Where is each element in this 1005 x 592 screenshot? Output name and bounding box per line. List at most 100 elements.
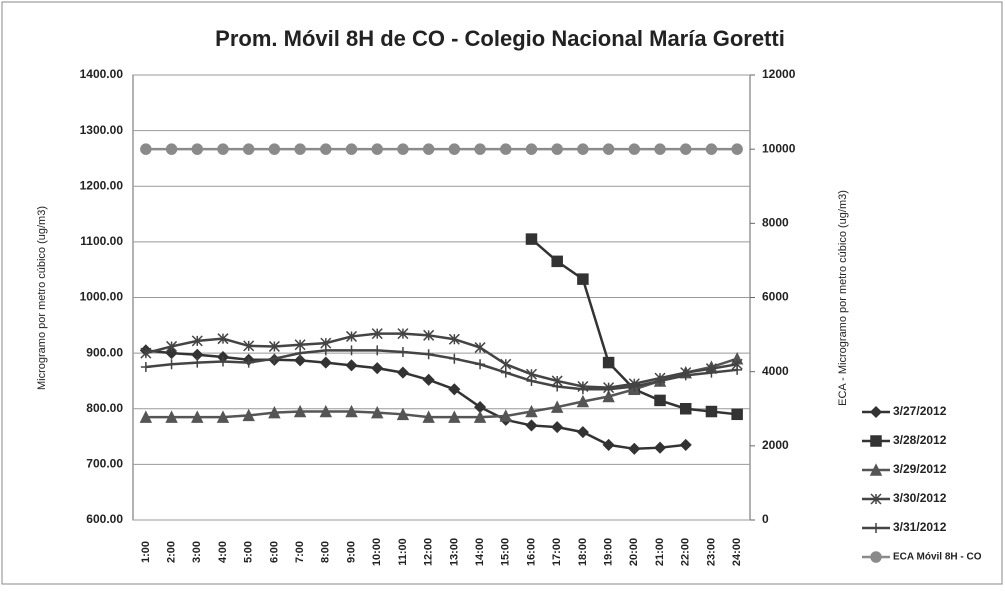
- marker: [550, 400, 564, 413]
- marker: [192, 357, 203, 368]
- marker: [371, 143, 383, 155]
- marker: [422, 410, 435, 423]
- marker: [371, 328, 383, 340]
- series-line: [145, 349, 686, 451]
- x-tick-label: 13:00: [448, 538, 460, 566]
- marker: [294, 354, 307, 367]
- y-tick-label: 600.00: [86, 512, 123, 526]
- marker: [577, 273, 589, 285]
- x-tick-label: 19:00: [603, 538, 615, 566]
- marker: [551, 143, 563, 155]
- marker: [525, 143, 538, 155]
- marker: [602, 143, 615, 155]
- x-tick-label: 11:00: [397, 538, 409, 566]
- marker: [191, 143, 204, 155]
- x-tick-label: 4:00: [217, 541, 229, 563]
- marker: [449, 353, 460, 364]
- marker: [448, 333, 460, 345]
- marker: [217, 143, 229, 155]
- marker: [397, 347, 408, 358]
- marker: [577, 143, 589, 155]
- x-tick-label: 22:00: [680, 538, 692, 566]
- legend-label: 3/27/2012: [893, 404, 947, 418]
- marker: [191, 410, 204, 423]
- x-tick-label: 6:00: [268, 541, 280, 563]
- x-tick-label: 1:00: [140, 541, 152, 563]
- marker: [871, 523, 881, 533]
- marker: [165, 347, 178, 360]
- marker: [166, 359, 177, 370]
- y2-tick-label: 10000: [762, 141, 796, 155]
- marker: [499, 409, 512, 422]
- x-tick-label: 23:00: [705, 538, 717, 566]
- marker: [140, 347, 152, 359]
- marker: [473, 410, 487, 423]
- marker: [474, 143, 486, 155]
- marker: [577, 384, 588, 395]
- marker: [319, 356, 332, 369]
- marker: [731, 143, 743, 155]
- marker: [216, 410, 230, 423]
- marker: [654, 394, 666, 407]
- y-tick-label: 1300.00: [80, 123, 124, 137]
- marker: [679, 438, 692, 451]
- marker: [140, 362, 151, 373]
- marker: [870, 493, 882, 505]
- y-tick-label: 1400.00: [80, 67, 124, 81]
- x-tick-label: 24:00: [731, 538, 743, 566]
- x-tick-label: 7:00: [294, 541, 306, 563]
- marker: [139, 410, 153, 423]
- marker: [869, 405, 883, 419]
- x-tick-label: 17:00: [551, 538, 563, 566]
- marker: [705, 405, 718, 418]
- x-tick-label: 12:00: [423, 538, 435, 566]
- marker: [243, 340, 255, 352]
- marker: [423, 329, 435, 341]
- marker: [397, 328, 409, 340]
- marker: [500, 358, 512, 370]
- y-tick-label: 900.00: [86, 345, 123, 359]
- marker: [320, 345, 331, 356]
- marker: [372, 345, 383, 356]
- marker: [268, 340, 280, 352]
- marker: [654, 143, 666, 155]
- y2-tick-label: 12000: [762, 67, 796, 81]
- marker: [628, 143, 641, 155]
- y2-tick-label: 0: [762, 512, 769, 526]
- marker: [448, 143, 461, 155]
- marker: [319, 404, 333, 418]
- marker: [525, 404, 538, 418]
- marker: [705, 143, 718, 155]
- chart-title: Prom. Móvil 8H de CO - Colegio Nacional …: [215, 26, 785, 51]
- marker: [422, 143, 435, 155]
- y-tick-label: 800.00: [86, 401, 123, 415]
- marker: [576, 394, 590, 408]
- marker: [603, 384, 614, 395]
- marker: [371, 362, 384, 375]
- x-tick-label: 5:00: [243, 541, 255, 563]
- y2-tick-label: 2000: [762, 438, 789, 452]
- legend-label: 3/29/2012: [893, 462, 947, 476]
- marker: [294, 143, 306, 155]
- marker: [525, 233, 538, 245]
- marker: [500, 143, 512, 155]
- marker: [526, 375, 537, 386]
- marker: [448, 410, 461, 423]
- marker: [165, 143, 178, 155]
- marker: [500, 367, 511, 378]
- legend-label: ECA Móvil 8H - CO: [893, 552, 982, 563]
- x-tick-label: 8:00: [320, 541, 332, 563]
- legend-label: 3/31/2012: [893, 520, 947, 534]
- marker: [371, 405, 384, 419]
- marker: [525, 419, 538, 432]
- marker: [295, 348, 306, 359]
- marker: [217, 356, 228, 367]
- x-tick-label: 2:00: [165, 541, 177, 563]
- marker: [191, 335, 203, 347]
- marker: [869, 463, 883, 476]
- y2-tick-label: 8000: [762, 216, 789, 230]
- x-tick-label: 9:00: [345, 541, 357, 563]
- marker: [397, 143, 409, 155]
